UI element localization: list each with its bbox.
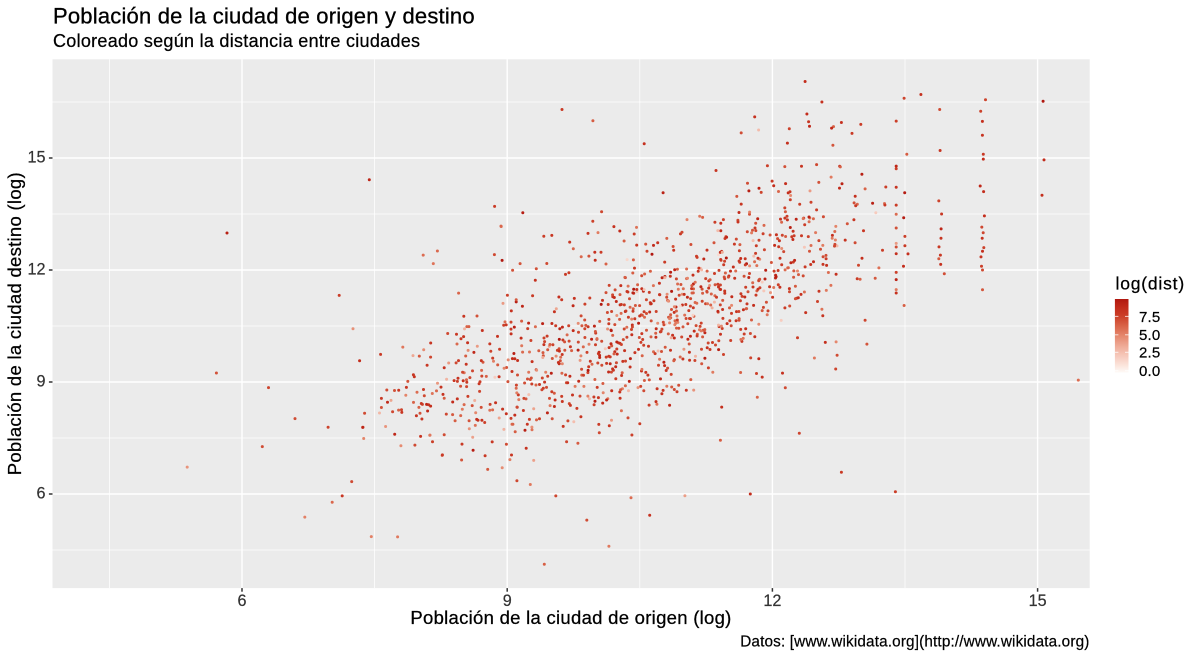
- svg-text:Población de la ciudad de orig: Población de la ciudad de origen y desti…: [53, 4, 475, 29]
- svg-text:15: 15: [27, 149, 45, 167]
- svg-text:12: 12: [763, 592, 781, 610]
- svg-text:log(dist): log(dist): [1116, 274, 1185, 294]
- svg-text:12: 12: [27, 261, 45, 279]
- svg-text:9: 9: [503, 592, 512, 610]
- svg-text:2.5: 2.5: [1139, 345, 1160, 362]
- svg-text:Coloreado según la distancia e: Coloreado según la distancia entre ciuda…: [53, 31, 420, 51]
- svg-text:5.0: 5.0: [1139, 327, 1160, 344]
- svg-text:9: 9: [36, 373, 45, 391]
- svg-text:Datos: [www.wikidata.org](http: Datos: [www.wikidata.org](http://www.wik…: [740, 633, 1089, 650]
- svg-text:15: 15: [1029, 592, 1047, 610]
- svg-text:Población de la ciudad de orig: Población de la ciudad de origen (log): [410, 607, 731, 628]
- svg-text:0.0: 0.0: [1139, 363, 1160, 380]
- svg-text:Población de la ciudad destino: Población de la ciudad destino (log): [4, 172, 25, 475]
- svg-text:7.5: 7.5: [1139, 309, 1160, 326]
- svg-text:6: 6: [237, 592, 246, 610]
- svg-text:6: 6: [36, 485, 45, 503]
